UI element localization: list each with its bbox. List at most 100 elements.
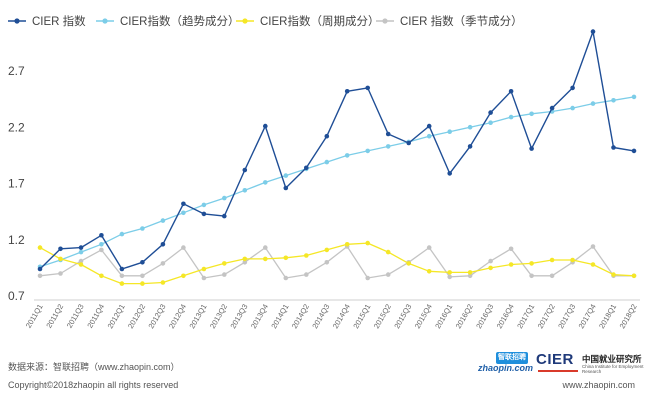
x-tick-label: 2015Q2 (372, 303, 393, 331)
data-point (283, 255, 289, 261)
data-point (344, 89, 350, 94)
x-tick-label: 2014Q3 (310, 303, 331, 331)
data-point (263, 245, 268, 250)
x-tick-label: 2016Q3 (474, 303, 495, 331)
data-point (590, 101, 596, 106)
plot-area (37, 29, 637, 286)
cier-logo-english: China Institute for Employment Research (582, 364, 644, 374)
cier-logo-text: CIER (536, 351, 574, 368)
data-point (78, 262, 84, 267)
data-point (242, 167, 248, 173)
data-point (222, 272, 227, 277)
data-point (242, 260, 248, 265)
data-point (78, 249, 84, 255)
data-point (508, 262, 514, 267)
data-point (181, 273, 186, 279)
legend-item: CIER指数（趋势成分） (96, 14, 239, 28)
data-point (570, 85, 575, 91)
series-group (37, 94, 637, 270)
data-source-note: 数据来源：智联招聘（www.zhaopin.com） (8, 362, 180, 372)
data-point (160, 242, 166, 247)
data-point (119, 231, 125, 237)
data-point (529, 261, 534, 266)
data-point (365, 85, 371, 91)
data-point (181, 201, 186, 207)
cier-logo-underline (538, 370, 578, 372)
y-tick-label: 1.2 (8, 233, 25, 247)
data-point (201, 275, 207, 281)
x-tick-label: 2015Q1 (351, 303, 372, 331)
data-point (140, 226, 145, 231)
data-point (611, 145, 616, 150)
data-point (119, 273, 125, 279)
data-point (201, 211, 207, 217)
series-line (39, 96, 635, 268)
data-point (631, 94, 637, 100)
legend-label: CIER指数（趋势成分） (120, 14, 239, 28)
data-point (242, 256, 248, 262)
x-tick-label: 2016Q1 (433, 303, 454, 331)
y-tick-label: 2.2 (8, 120, 25, 134)
data-point (324, 159, 330, 165)
data-point (467, 270, 473, 275)
data-point (304, 253, 309, 258)
legend-item: CIER 指数（季节成分） (376, 14, 523, 28)
line-chart: CIER 指数 CIER指数（趋势成分） CIER指数（周期成分） CIER 指数（季… (8, 14, 640, 331)
x-tick-label: 2013Q1 (187, 303, 208, 331)
x-tick-label: 2014Q4 (331, 303, 352, 331)
x-tick-label: 2011Q2 (44, 303, 65, 330)
data-point (467, 273, 473, 279)
data-point (590, 244, 596, 249)
data-point (263, 256, 268, 262)
x-tick-label: 2017Q3 (556, 303, 577, 331)
data-point (426, 123, 432, 129)
legend-marker (102, 18, 108, 24)
data-point (344, 242, 350, 247)
data-point (365, 148, 371, 154)
data-point (78, 258, 84, 264)
data-point (426, 245, 432, 250)
x-tick-label: 2017Q4 (577, 303, 598, 331)
zhaopin-logo-mark: 智联招聘 (496, 352, 528, 364)
legend-label: CIER指数（周期成分） (260, 14, 379, 28)
data-point (119, 266, 125, 272)
x-tick-label: 2013Q3 (228, 303, 249, 331)
x-tick-label: 2017Q1 (515, 303, 536, 331)
series-line (39, 30, 635, 270)
data-point (242, 188, 248, 193)
data-point (385, 249, 391, 255)
data-point (508, 114, 514, 120)
data-point (263, 180, 268, 185)
x-tick-label: 2015Q4 (413, 303, 434, 331)
x-tick-label: 2011Q1 (24, 303, 45, 330)
series-line (39, 245, 634, 279)
data-point (58, 246, 63, 252)
data-point (181, 210, 186, 216)
series-group (37, 240, 637, 286)
data-point (99, 247, 104, 253)
data-point (447, 270, 453, 275)
data-point (201, 202, 207, 208)
legend: CIER 指数 CIER指数（趋势成分） CIER指数（周期成分） CIER 指数（季… (8, 14, 523, 28)
series-group (37, 244, 637, 281)
x-axis: 2011Q1 2011Q2 2011Q3 2011Q4 2012Q1 2012Q2 2012… (24, 299, 640, 331)
data-point (58, 271, 63, 276)
data-point (78, 245, 84, 250)
y-tick-label: 1.7 (8, 177, 25, 191)
data-point (222, 261, 227, 266)
x-tick-label: 2014Q1 (269, 303, 290, 331)
data-point (611, 272, 616, 277)
data-point (385, 131, 391, 137)
data-point (160, 218, 166, 223)
legend-marker (14, 18, 20, 24)
data-point (140, 260, 145, 265)
data-point (549, 273, 555, 279)
data-point (99, 242, 104, 247)
zhaopin-logo: 智联招聘 zhaopin.com (478, 352, 533, 374)
x-tick-label: 2015Q3 (392, 303, 413, 331)
data-point (447, 129, 453, 134)
data-point (590, 29, 596, 34)
website-url: www.zhaopin.com (562, 380, 635, 390)
data-point (631, 273, 637, 279)
x-tick-label: 2014Q2 (290, 303, 311, 331)
